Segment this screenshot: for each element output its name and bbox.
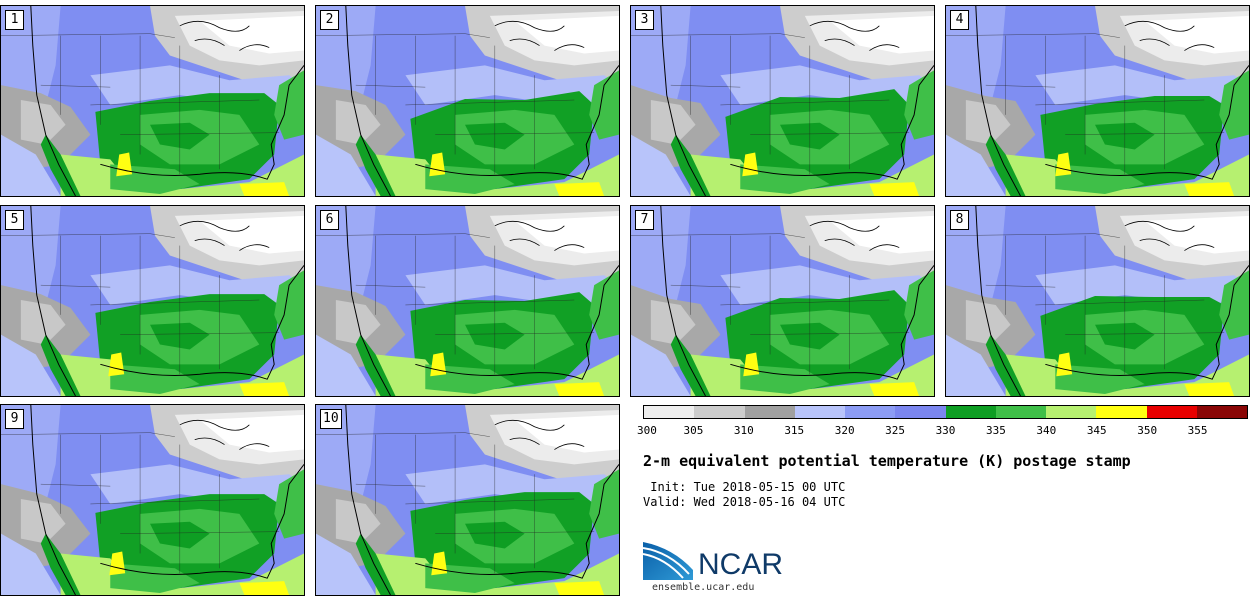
member-number: 8 — [950, 210, 969, 230]
ncar-logo-text: NCAR — [698, 548, 784, 581]
colorbar-labels: 300 305 310 315 320 325 330 335 340 345 350 355 — [637, 424, 1248, 440]
colorbar-segment — [1096, 406, 1147, 418]
colorbar — [643, 405, 1248, 419]
colorbar-tick-label: 335 — [985, 424, 1006, 437]
conus-map — [1, 405, 304, 595]
conus-map — [1, 6, 304, 196]
conus-map — [316, 206, 619, 396]
conus-map — [946, 206, 1249, 396]
conus-map — [631, 6, 934, 196]
ncar-logo-icon — [643, 542, 693, 580]
member-number: 9 — [5, 409, 24, 429]
colorbar-segment — [694, 406, 745, 418]
colorbar-segment — [1196, 406, 1247, 418]
conus-map — [316, 6, 619, 196]
colorbar-tick-label: 325 — [885, 424, 906, 437]
valid-time: Valid: Wed 2018-05-16 04 UTC — [643, 495, 846, 509]
conus-map — [946, 6, 1249, 196]
ensemble-member-panel: 2 — [315, 5, 620, 197]
colorbar-tick-label: 355 — [1187, 424, 1208, 437]
member-number: 2 — [320, 10, 339, 30]
colorbar-segment — [995, 406, 1046, 418]
colorbar-tick-label: 345 — [1086, 424, 1107, 437]
colorbar-segment — [1146, 406, 1197, 418]
plot-title: 2-m equivalent potential temperature (K)… — [643, 452, 1131, 470]
conus-map — [631, 206, 934, 396]
member-number: 4 — [950, 10, 969, 30]
colorbar-segment — [945, 406, 996, 418]
colorbar-tick-label: 320 — [834, 424, 855, 437]
init-time: Init: Tue 2018-05-15 00 UTC — [643, 480, 846, 494]
colorbar-segment — [845, 406, 896, 418]
ensemble-member-panel: 1 — [0, 5, 305, 197]
ncar-url: ensemble.ucar.edu — [652, 582, 755, 593]
member-number: 7 — [635, 210, 654, 230]
colorbar-segment — [744, 406, 795, 418]
member-number: 1 — [5, 10, 24, 30]
member-number: 5 — [5, 210, 24, 230]
colorbar-tick-label: 350 — [1137, 424, 1158, 437]
colorbar-segment — [644, 406, 695, 418]
ensemble-member-panel: 4 — [945, 5, 1250, 197]
ensemble-member-panel: 8 — [945, 205, 1250, 397]
ensemble-member-panel: 7 — [630, 205, 935, 397]
colorbar-tick-label: 340 — [1036, 424, 1057, 437]
ensemble-member-panel: 6 — [315, 205, 620, 397]
ensemble-member-panel: 3 — [630, 5, 935, 197]
ensemble-member-panel: 5 — [0, 205, 305, 397]
member-number: 10 — [320, 409, 342, 429]
conus-map — [316, 405, 619, 595]
member-number: 6 — [320, 210, 339, 230]
colorbar-segment — [895, 406, 946, 418]
colorbar-tick-label: 300 — [637, 424, 657, 437]
colorbar-tick-label: 310 — [733, 424, 754, 437]
colorbar-segment — [1046, 406, 1097, 418]
ensemble-member-panel: 9 — [0, 404, 305, 596]
member-number: 3 — [635, 10, 654, 30]
colorbar-tick-label: 305 — [683, 424, 704, 437]
colorbar-tick-label: 330 — [935, 424, 956, 437]
colorbar-segment — [794, 406, 845, 418]
colorbar-tick-label: 315 — [784, 424, 805, 437]
conus-map — [1, 206, 304, 396]
ensemble-member-panel: 10 — [315, 404, 620, 596]
